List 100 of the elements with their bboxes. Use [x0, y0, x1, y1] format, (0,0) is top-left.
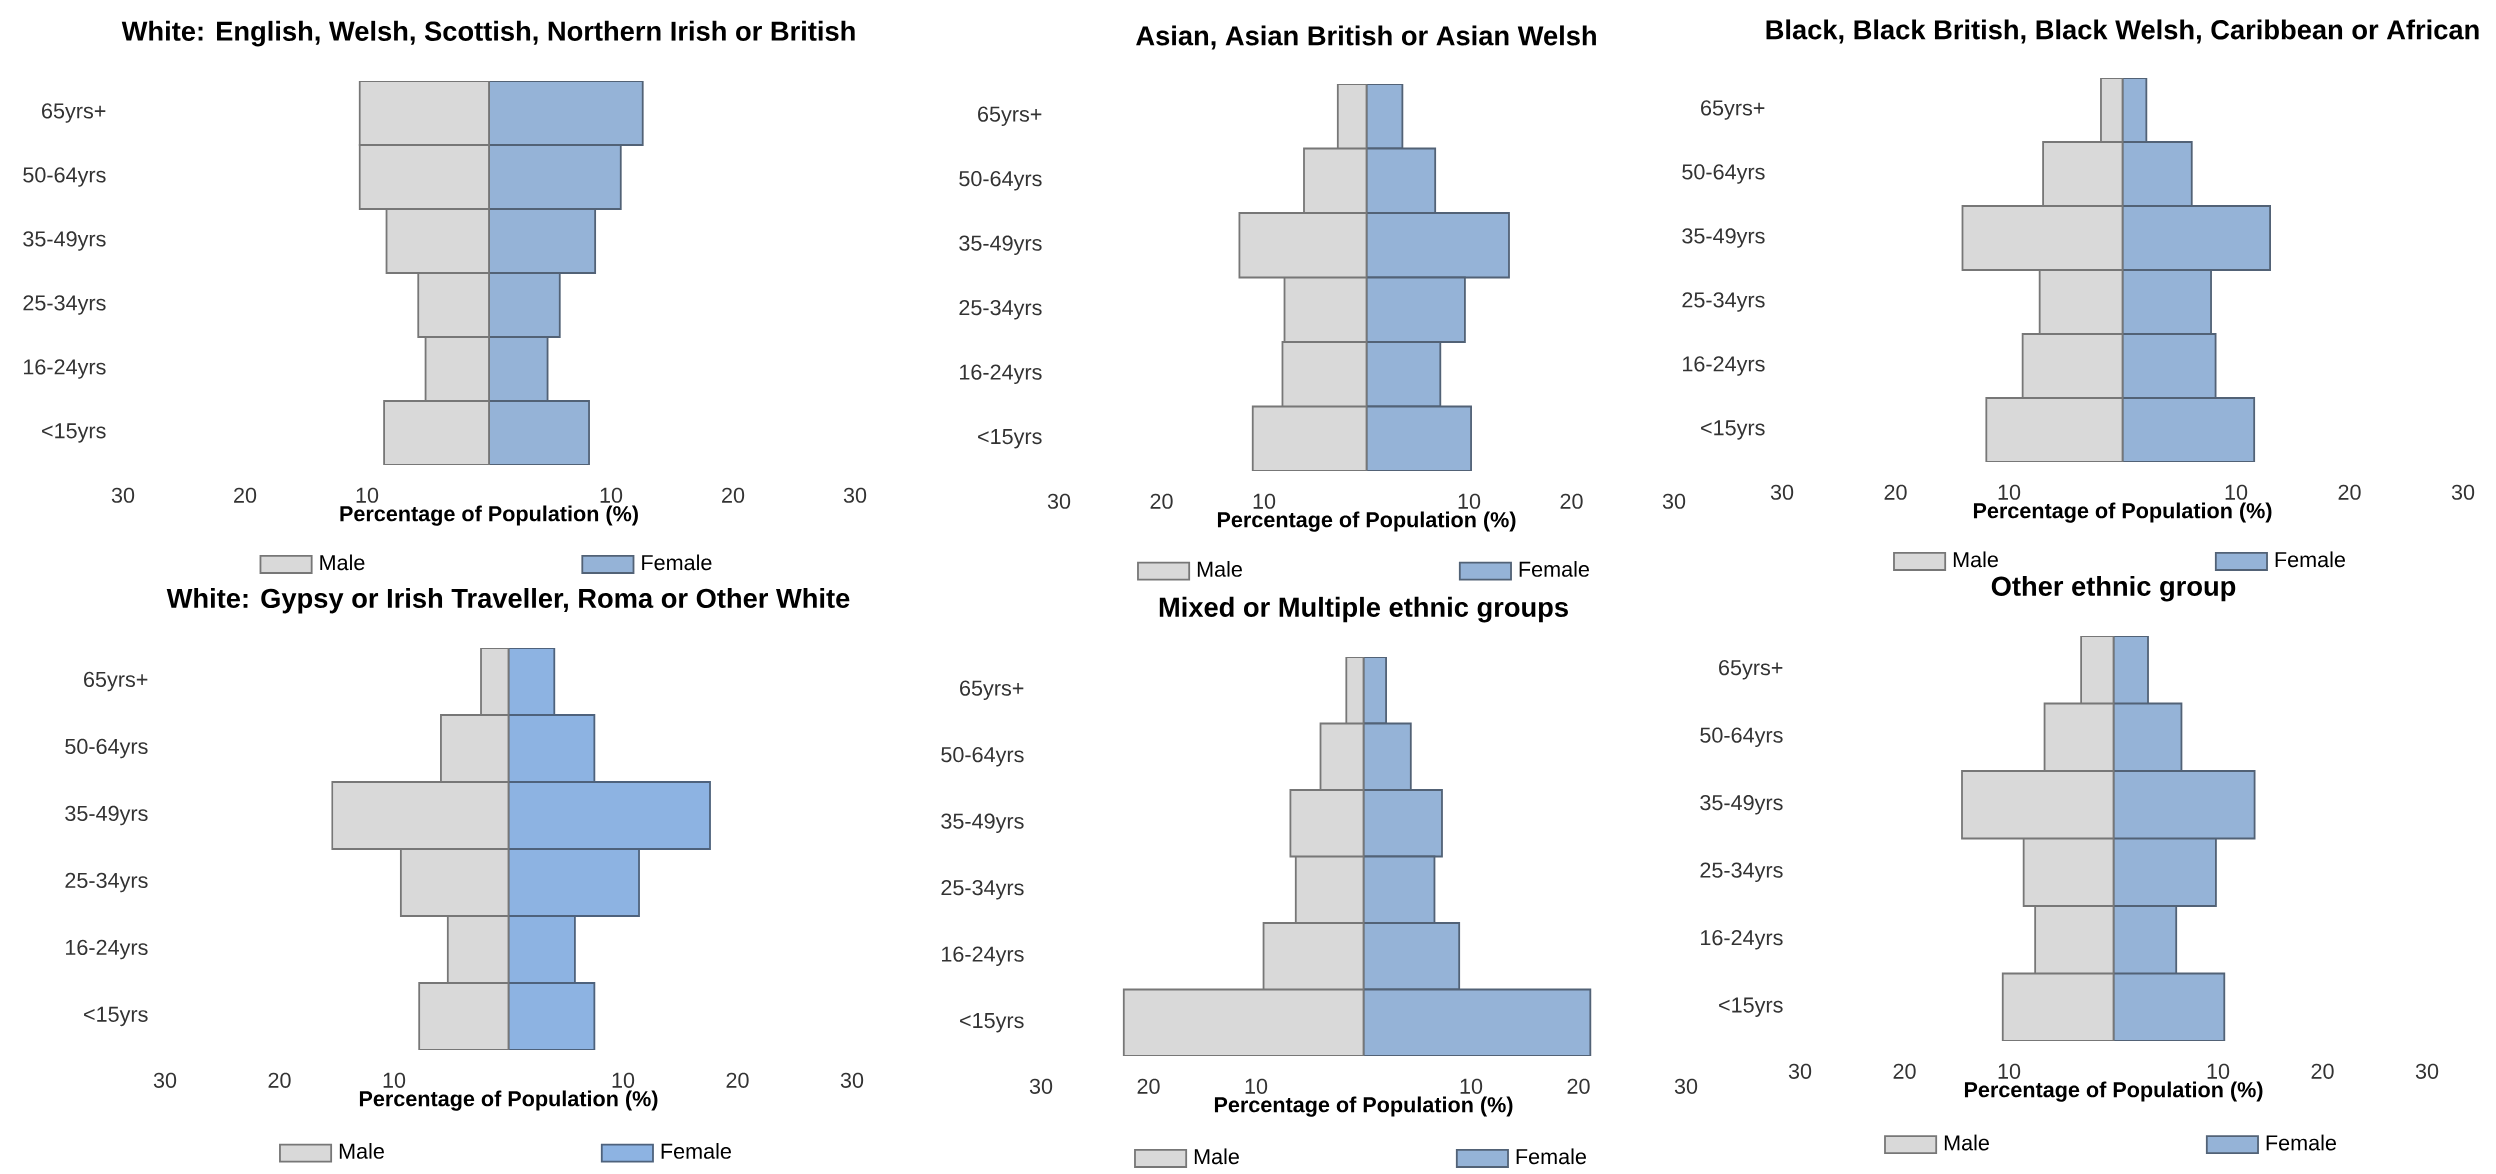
x-tick-label: 30 — [1029, 1078, 1053, 1094]
x-tick-label: 30 — [1047, 493, 1071, 509]
x-axis-title: Percentage of Population (%) — [1214, 1096, 1513, 1117]
y-tick-label: <15yrs — [978, 429, 1042, 449]
x-tick-label: 30 — [1788, 1063, 1812, 1079]
bar — [1961, 205, 2124, 271]
y-tick-label: <15yrs — [84, 1006, 148, 1027]
bar — [507, 915, 576, 984]
bar — [2121, 205, 2271, 271]
legend-label: Male — [320, 554, 365, 571]
x-tick-label: 30 — [2451, 484, 2475, 500]
x-tick-label: 20 — [726, 1072, 749, 1088]
bar — [399, 848, 510, 917]
y-tick-label: 65yrs+ — [1719, 660, 1783, 680]
bar — [2121, 141, 2193, 207]
y-tick-label: 50-64yrs — [959, 171, 1042, 191]
y-tick-label: 35-49yrs — [1682, 228, 1765, 248]
x-tick-label: 20 — [1567, 1078, 1590, 1094]
y-tick-label: 65yrs+ — [960, 680, 1024, 701]
bar — [2038, 269, 2124, 335]
chart-title: White: Gypsy or Irish Traveller, Roma or Other White — [166, 588, 850, 614]
x-tick-label: 20 — [1560, 493, 1583, 509]
bar — [480, 648, 510, 716]
chart-title: Mixed or Multiple ethnic groups — [1159, 596, 1568, 623]
x-tick-label: 10 — [1245, 1078, 1268, 1094]
chart-title: Asian, Asian British or Asian Welsh — [1136, 25, 1596, 50]
y-tick-label: 16-24yrs — [24, 359, 106, 379]
y-tick-label: <15yrs — [1719, 997, 1783, 1017]
x-tick-label: 30 — [2415, 1063, 2439, 1079]
y-tick-label: 50-64yrs — [65, 738, 148, 759]
bar — [440, 714, 510, 783]
x-tick-label: 30 — [1770, 484, 1794, 500]
x-tick-label: 10 — [356, 487, 379, 503]
y-tick-label: 50-64yrs — [1700, 727, 1783, 748]
legend-label: Female — [1516, 1148, 1586, 1165]
bar — [446, 915, 510, 984]
legend-label: Female — [661, 1143, 731, 1159]
x-axis-title: Percentage of Population (%) — [340, 505, 638, 526]
x-tick-label: 20 — [234, 487, 257, 503]
x-tick-label: 30 — [153, 1072, 177, 1088]
legend-label: Male — [1944, 1134, 1989, 1151]
x-tick-label: 20 — [1884, 484, 1907, 500]
bar — [2121, 269, 2212, 335]
x-tick-label: 10 — [2207, 1063, 2230, 1079]
y-tick-label: 25-34yrs — [959, 300, 1042, 320]
bar — [2121, 397, 2256, 463]
legend-label: Female — [1519, 561, 1589, 577]
x-axis-title: Percentage of Population (%) — [1964, 1081, 2263, 1102]
x-tick-label: 20 — [1150, 493, 1173, 509]
x-tick-label: 10 — [1458, 493, 1481, 509]
y-tick-label: <15yrs — [42, 423, 106, 443]
x-tick-label: 20 — [1893, 1063, 1916, 1079]
legend-label: Female — [2275, 551, 2345, 568]
x-tick-label: 30 — [1674, 1078, 1698, 1094]
y-tick-label: 65yrs+ — [42, 103, 106, 123]
x-tick-label: 30 — [111, 487, 135, 503]
y-tick-label: 16-24yrs — [66, 939, 148, 960]
bar — [2021, 333, 2124, 399]
legend-label: Male — [1197, 561, 1242, 577]
x-tick-label: 20 — [2311, 1063, 2334, 1079]
legend-label: Female — [642, 554, 712, 571]
y-tick-label: 25-34yrs — [1700, 862, 1783, 883]
y-tick-label: 16-24yrs — [1701, 930, 1783, 950]
x-tick-label: 10 — [2225, 484, 2248, 500]
y-tick-label: <15yrs — [960, 1013, 1024, 1033]
y-tick-label: 50-64yrs — [23, 167, 106, 187]
y-tick-label: 50-64yrs — [1682, 164, 1765, 184]
legend-label: Female — [2266, 1134, 2336, 1151]
legend-label: Male — [1953, 551, 1998, 568]
y-tick-label: 35-49yrs — [1700, 795, 1783, 815]
y-tick-label: 35-49yrs — [65, 805, 148, 826]
bar — [2100, 78, 2124, 143]
y-tick-label: <15yrs — [1701, 420, 1765, 440]
x-tick-label: 30 — [1662, 493, 1686, 509]
y-tick-label: 16-24yrs — [1683, 356, 1765, 376]
bar — [507, 848, 640, 917]
x-axis-title: Percentage of Population (%) — [1973, 502, 2272, 523]
x-tick-label: 10 — [1998, 1063, 2021, 1079]
x-axis-title: Percentage of Population (%) — [1217, 511, 1516, 532]
bar — [2042, 141, 2124, 207]
y-tick-label: 35-49yrs — [941, 813, 1024, 834]
x-tick-label: 10 — [612, 1072, 635, 1088]
x-axis-title: Percentage of Population (%) — [359, 1090, 658, 1111]
bar — [507, 714, 596, 783]
y-tick-label: 25-34yrs — [23, 295, 106, 315]
bar — [507, 781, 711, 850]
x-tick-label: 20 — [2338, 484, 2361, 500]
x-tick-label: 10 — [383, 1072, 406, 1088]
x-tick-label: 20 — [722, 487, 745, 503]
chart-title: Black, Black British, Black Welsh, Caribbean or African — [1766, 19, 2479, 44]
bar — [507, 648, 556, 716]
bar — [331, 781, 510, 850]
legend-label: Male — [339, 1143, 384, 1159]
y-tick-label: 65yrs+ — [84, 671, 148, 692]
y-tick-label: 35-49yrs — [959, 235, 1042, 256]
x-tick-label: 10 — [600, 487, 623, 503]
y-tick-label: 25-34yrs — [941, 880, 1024, 900]
x-tick-label: 30 — [840, 1072, 864, 1088]
x-tick-label: 10 — [1253, 493, 1276, 509]
y-tick-label: 65yrs+ — [978, 106, 1042, 127]
